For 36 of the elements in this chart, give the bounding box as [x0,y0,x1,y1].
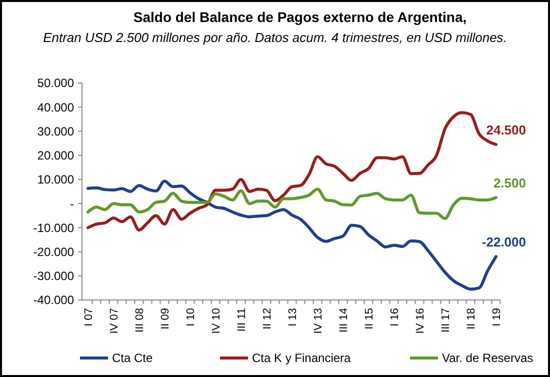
x-tick-label: IV 10 [210,308,222,334]
x-tick-label: I 19 [491,308,503,326]
chart-subtitle: Entran USD 2.500 millones por año. Datos acum. 4 trimestres, en USD millones. [43,30,507,45]
x-tick-label: II 18 [466,308,478,330]
chart-title: Saldo del Balance de Pagos externo de Argentina, [133,9,467,25]
annotation: 24.500 [486,122,526,138]
y-tick-label: -20.000 [33,244,74,259]
y-tick-label: - [70,196,74,211]
legend-label: Var. de Reservas [442,351,534,366]
x-tick-label: III 11 [236,308,248,332]
annotation: 2.500 [493,176,526,191]
y-tick-label: -30.000 [33,269,74,284]
x-tick-label: III 14 [338,308,350,332]
x-tick-label: I 07 [83,308,95,326]
x-tick-label: III 08 [134,308,146,332]
x-tick-label: I 13 [287,308,299,326]
y-tick-label: -10.000 [33,220,74,235]
y-tick-label: -40.000 [33,293,74,308]
x-tick-label: IV 13 [312,308,324,334]
x-tick-label: I 16 [389,308,401,326]
annotation: -22.000 [482,234,526,250]
y-tick-label: 10.000 [37,172,74,187]
x-tick-label: IV 16 [414,308,426,334]
line-series [86,188,498,220]
x-tick-label: II 09 [160,308,172,330]
y-tick-label: 40.000 [37,100,74,114]
x-tick-label: I 10 [185,308,197,326]
legend-label: Cta Cte [112,351,154,366]
y-tick-label: 50.000 [37,76,74,90]
x-tick-label: III 17 [440,308,452,332]
x-tick-label: II 12 [262,308,274,330]
x-tick-label: IV 07 [108,308,120,334]
legend-label: Cta K y Financiera [252,351,352,366]
y-tick-label: 30.000 [37,124,74,138]
y-tick-label: 20.000 [37,148,74,163]
x-tick-label: II 15 [364,308,376,330]
